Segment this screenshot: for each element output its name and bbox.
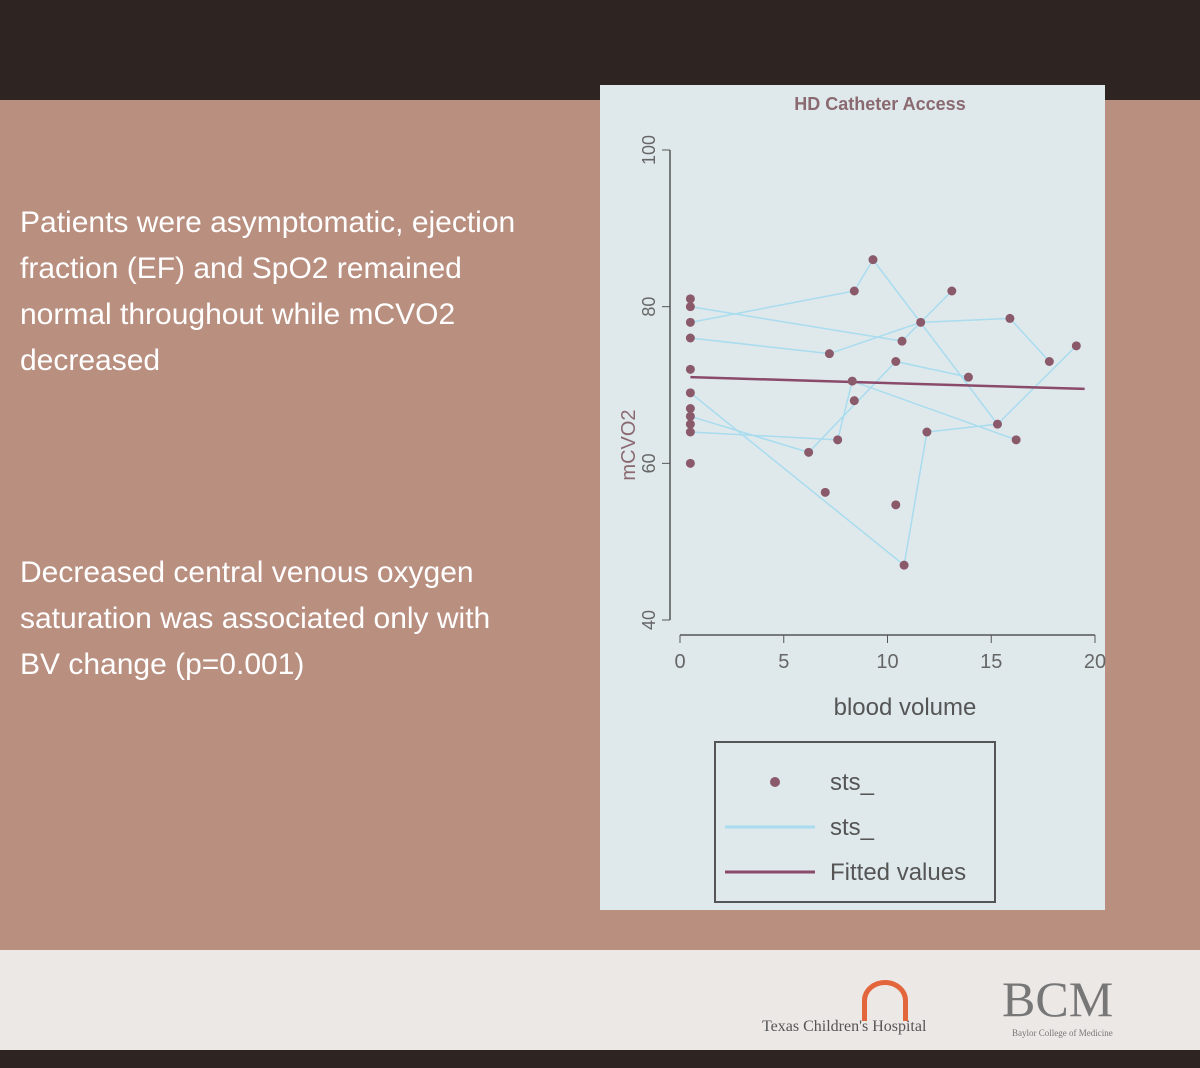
point (899, 560, 909, 570)
point (891, 357, 901, 366)
x-axis-label: blood volume (834, 694, 977, 721)
point (916, 317, 926, 327)
chart-panel (600, 85, 1105, 910)
point (685, 364, 695, 374)
bcm-subtitle: Baylor College of Medicine (1012, 1028, 1113, 1038)
point (849, 396, 859, 406)
point (685, 458, 695, 468)
legend-box (714, 741, 996, 903)
point (685, 419, 695, 429)
point (847, 376, 857, 386)
point (992, 419, 1002, 429)
chart-title: HD Catheter Access (794, 94, 965, 114)
point (1011, 435, 1021, 445)
x-tick-label: 0 (674, 651, 685, 673)
point (685, 427, 695, 437)
y-tick-label: 100 (639, 135, 659, 165)
y-axis-label: mCVO2 (618, 409, 640, 480)
point (963, 372, 973, 382)
paragraph: Patients were asymptomatic, ejection fra… (20, 206, 516, 377)
y-tick-label: 40 (639, 610, 659, 630)
point (685, 302, 695, 312)
point (922, 427, 932, 437)
point (849, 286, 859, 296)
point (685, 411, 695, 421)
point (1005, 313, 1015, 323)
y-tick-label: 60 (639, 453, 659, 473)
bcm-logo: BCM (1002, 971, 1114, 1027)
x-tick-label: 15 (980, 651, 1002, 673)
point (833, 435, 843, 445)
point (824, 349, 834, 359)
x-tick-label: 20 (1084, 651, 1106, 673)
y-tick-label: 80 (639, 297, 659, 317)
point (804, 447, 814, 457)
point (897, 336, 907, 346)
point (947, 286, 957, 296)
legend-swatch (770, 777, 780, 787)
point (685, 333, 695, 343)
logo-icon (862, 980, 908, 1021)
legend-label: sts_ (830, 769, 875, 796)
point (685, 404, 695, 413)
point (820, 487, 830, 497)
x-tick-label: 5 (778, 651, 789, 673)
point (868, 255, 878, 265)
point (891, 500, 901, 510)
paragraph: Decreased central venous oxygen saturati… (20, 556, 491, 681)
point (1071, 341, 1081, 351)
hospital-name: Texas Children's Hospital (762, 1018, 927, 1035)
point (1044, 357, 1054, 366)
point (685, 388, 695, 398)
x-tick-label: 10 (876, 651, 898, 673)
point (685, 317, 695, 327)
footer: Texas Children's Hospital BCM Baylor Col… (0, 950, 1200, 1050)
legend-label: Fitted values (830, 859, 966, 886)
legend-label: sts_ (830, 814, 875, 841)
point (685, 294, 695, 304)
line (690, 375, 1085, 391)
